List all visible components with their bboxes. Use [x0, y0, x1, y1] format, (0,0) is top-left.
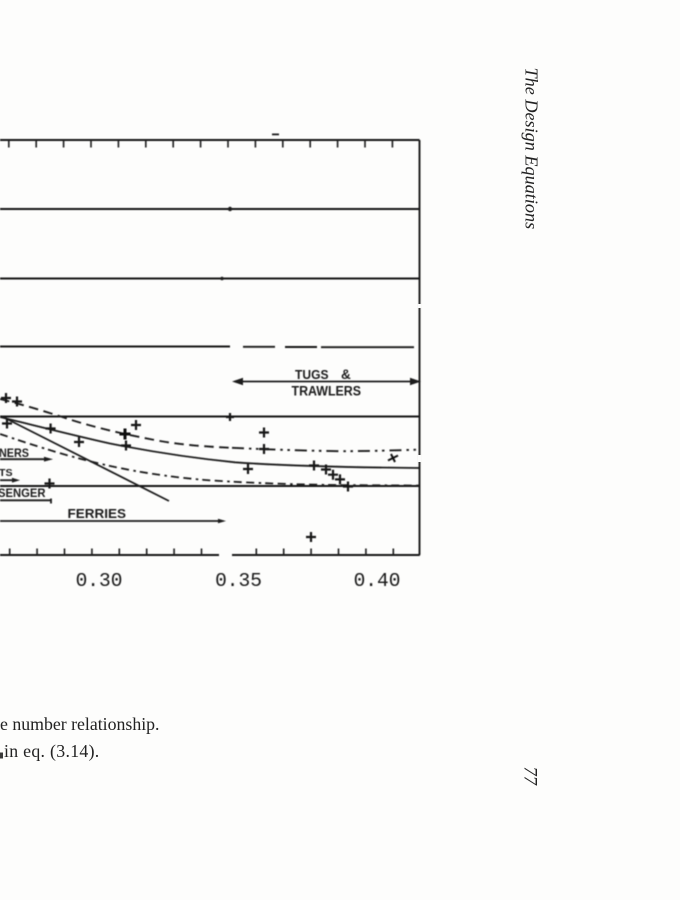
svg-text:TS: TS [0, 468, 13, 479]
svg-text:NERS: NERS [0, 446, 29, 460]
svg-text:0.35: 0.35 [215, 570, 262, 592]
svg-text:0.40: 0.40 [354, 570, 401, 592]
svg-text:77: 77 [520, 767, 540, 786]
svg-text:TRAWLERS: TRAWLERS [292, 384, 362, 400]
svg-text:e number relationship.: e number relationship. [0, 714, 160, 734]
svg-text:SENGER: SENGER [0, 488, 46, 500]
svg-text:in eq. (3.14).: in eq. (3.14). [4, 741, 100, 762]
svg-text:TUGS: TUGS [295, 367, 329, 382]
svg-text:FERRIES: FERRIES [68, 507, 127, 521]
svg-text:0.30: 0.30 [76, 570, 123, 592]
svg-text:&: & [341, 367, 351, 382]
svg-text:The Design Equations: The Design Equations [522, 68, 542, 230]
